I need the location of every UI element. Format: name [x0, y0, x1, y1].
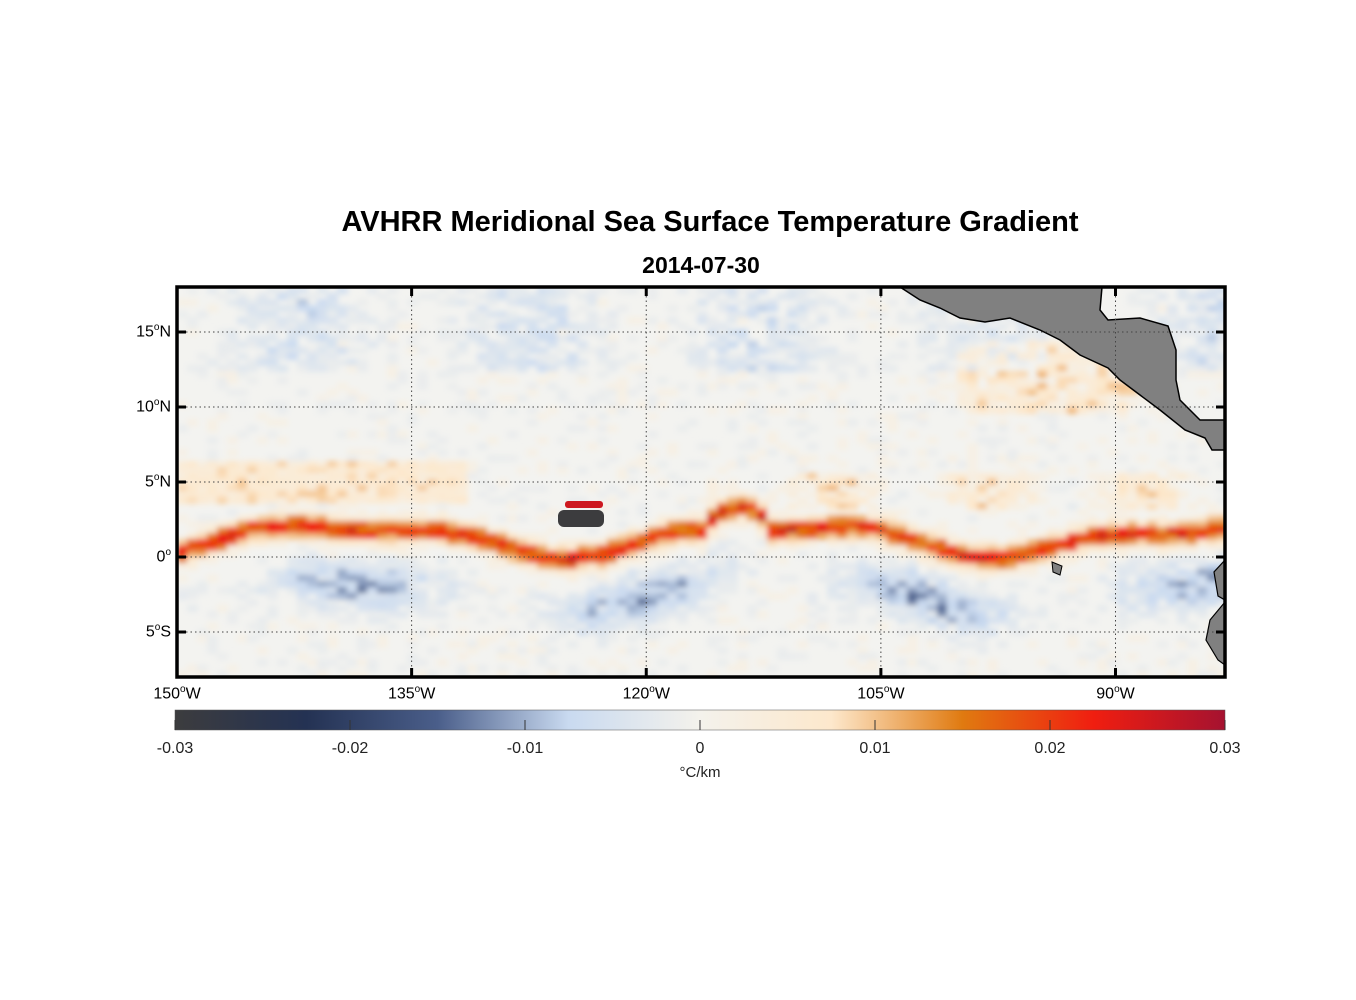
lat-tick-label: 5oN [144, 472, 171, 491]
colorbar-tick-label: 0.01 [859, 740, 891, 757]
lat-tick-label: 5oS [145, 622, 171, 641]
colorbar-tick-label: 0.03 [1209, 740, 1241, 757]
south-america-coast-north [1213, 559, 1225, 601]
south-america-coast-south [1205, 601, 1225, 666]
colorbar-tick-label: -0.02 [331, 740, 369, 757]
lat-tick-label: 0o [156, 547, 171, 566]
red-anomaly-patch [565, 501, 603, 508]
colorbar-tick-label: 0 [695, 740, 705, 757]
lon-tick-label: 150oW [153, 684, 201, 703]
dark-anomaly-patch [558, 510, 604, 527]
galapagos-island [1051, 561, 1063, 576]
chart-title: AVHRR Meridional Sea Surface Temperature… [341, 206, 1079, 238]
lon-tick-label: 90oW [1096, 684, 1135, 703]
land-areas [898, 287, 1225, 666]
lon-tick-label: 120oW [622, 684, 670, 703]
central-america-landmass [898, 287, 1225, 451]
lon-tick-label: 105oW [857, 684, 905, 703]
chart-subtitle: 2014-07-30 [642, 252, 760, 278]
colorbar-tick-label: -0.01 [506, 740, 544, 757]
lon-tick-label: 135oW [387, 684, 436, 703]
colorbar-units: °C/km [679, 764, 721, 781]
colorbar-tick-label: -0.03 [156, 740, 194, 757]
colorbar-ticks [174, 720, 1226, 730]
colorbar-tick-label: 0.02 [1034, 740, 1066, 757]
lat-tick-label: 15oN [136, 322, 171, 341]
frame-ticks [175, 287, 1225, 677]
lat-tick-label: 10oN [136, 397, 171, 416]
